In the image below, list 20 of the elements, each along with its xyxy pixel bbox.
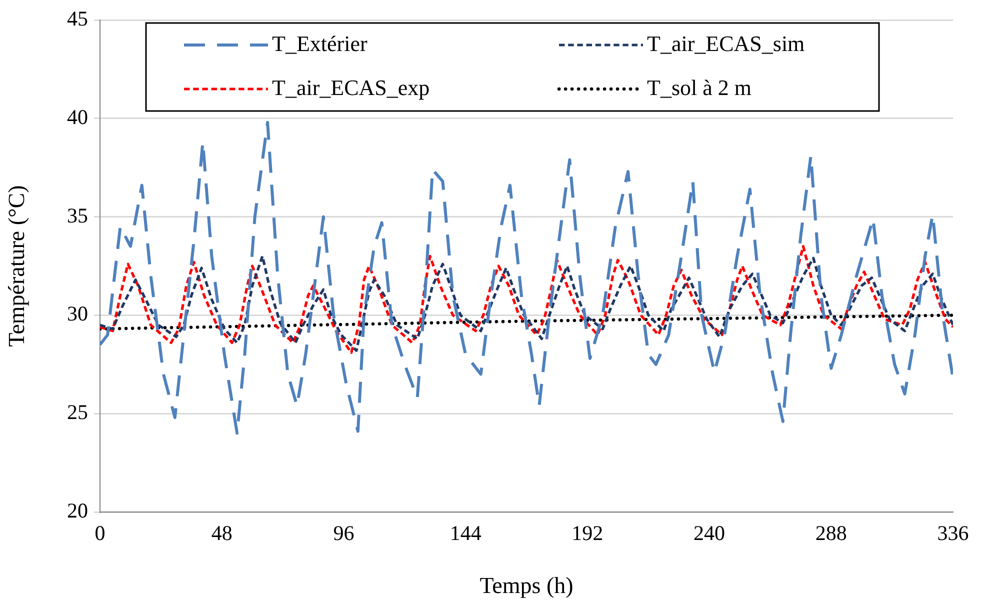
x-tick-label: 96 (333, 521, 354, 546)
legend-label: T_air_ECAS_sim (647, 30, 805, 56)
legend-label: T_sol à 2 m (647, 74, 752, 100)
legend-label: T_air_ECAS_exp (272, 74, 430, 100)
x-tick-label: 240 (694, 521, 726, 546)
x-tick-label: 192 (572, 521, 604, 546)
x-tick-label: 288 (815, 521, 847, 546)
y-tick-label: 30 (67, 302, 88, 326)
y-tick-label: 40 (67, 104, 88, 129)
y-tick-label: 35 (67, 203, 88, 228)
legend-label: T_Extérier (272, 30, 368, 56)
y-axis-title: Température (°C) (4, 185, 29, 347)
x-tick-label: 144 (450, 521, 482, 546)
x-axis-title: Temps (h) (480, 573, 574, 598)
y-tick-label: 45 (67, 6, 88, 31)
x-tick-label: 0 (94, 521, 106, 546)
y-tick-label: 20 (67, 498, 88, 523)
y-tick-label: 25 (67, 400, 88, 424)
x-tick-label: 336 (937, 521, 969, 546)
x-tick-label: 48 (211, 521, 232, 546)
